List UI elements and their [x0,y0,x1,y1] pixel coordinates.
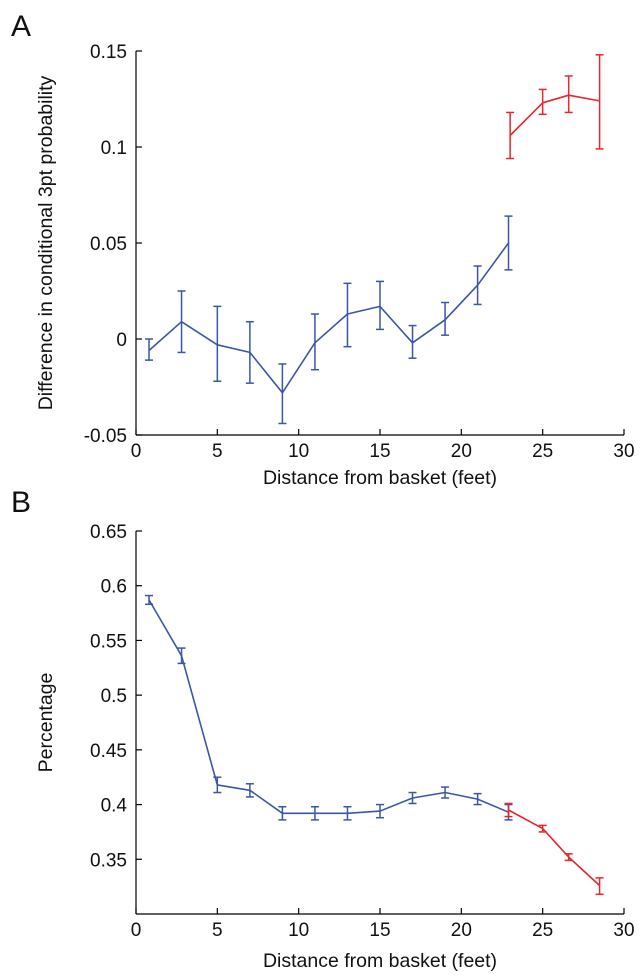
chart-b-x-tick-label: 0 [131,920,142,941]
chart-b-x-tick-label: 15 [369,920,390,941]
chart-b-series-1-line [508,809,601,887]
chart-b-x-axis-label: Distance from basket (feet) [263,950,497,972]
chart-a-x-tick-label: 10 [288,441,309,462]
chart-b-x-tick-label: 10 [288,920,309,941]
chart-b-series-0-line [148,599,509,815]
chart-a-y-tick-label: 0 [116,330,127,351]
chart-b-x-tick-label: 5 [212,920,223,941]
chart-a-x-tick-label: 5 [212,441,223,462]
chart-a-x-tick-label: 0 [131,441,142,462]
chart-a-x-axis-label: Distance from basket (feet) [263,467,497,489]
chart-a-x-tick-label: 15 [369,441,390,462]
chart-b-y-tick-label: 0.45 [90,741,127,762]
chart-a-y-tick-label: 0.05 [90,234,127,255]
chart-a-series-0-line [148,242,510,394]
chart-a-y-tick-label: 0.15 [90,42,127,63]
chart-b-y-tick-label: 0.6 [101,577,127,598]
chart-b-y-axis-label: Percentage [35,673,57,773]
chart-b-x-tick-label: 25 [532,920,553,941]
chart-b-x-tick-label: 30 [613,920,634,941]
chart-b-y-tick-label: 0.65 [90,522,127,543]
chart-b-y-tick-label: 0.55 [90,631,127,652]
chart-b-y-tick-label: 0.4 [101,796,128,817]
chart-a-y-axis-label: Difference in conditional 3pt probabilit… [35,75,57,410]
chart-b-x-tick-label: 20 [451,920,472,941]
chart-a-x-tick-label: 25 [532,441,553,462]
chart-a-x-tick-label: 20 [451,441,472,462]
panel-a-letter: A [11,10,31,43]
chart-b-y-tick-label: 0.5 [101,686,127,707]
panel-b-letter: B [11,486,31,519]
chart-panel-b: 0 5 10 15 20 25 30 0.35 0.4 0.45 0.5 0.55 0.6 0.65 Dis… [35,522,635,972]
chart-b-y-tick-label: 0.35 [90,850,127,871]
chart-a-x-tick-label: 30 [613,441,634,462]
chart-a-series-1-line [509,94,600,137]
chart-a-y-tick-label: 0.1 [101,138,127,159]
chart-a-y-tick-label: -0.05 [84,426,127,447]
